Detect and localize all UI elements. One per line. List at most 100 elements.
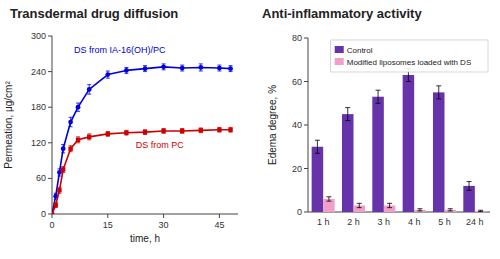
x-axis-line <box>308 212 490 213</box>
error-stem <box>317 140 318 153</box>
error-cap <box>376 90 381 91</box>
x-tick-label: 5 h <box>438 217 451 227</box>
line <box>52 130 231 214</box>
y-tick-label: 80 <box>292 33 302 43</box>
error-bar <box>417 209 422 211</box>
error-cap <box>376 103 381 104</box>
bar <box>312 147 324 212</box>
error-bar <box>199 128 203 133</box>
bar <box>403 75 415 212</box>
marker <box>61 167 65 171</box>
error-cap <box>87 94 91 95</box>
error-cap <box>217 71 221 72</box>
error-stem <box>347 108 348 121</box>
error-cap <box>448 210 453 211</box>
error-cap <box>143 65 147 66</box>
y-axis-label: Permeation, μg/cm² <box>3 81 14 169</box>
line-chart: Transdermal drug diffusion01530450601201… <box>3 6 238 244</box>
error-bar <box>76 103 80 111</box>
marker <box>52 212 54 214</box>
error-cap <box>69 151 73 152</box>
bar <box>323 199 335 212</box>
error-cap <box>199 71 203 72</box>
marker <box>180 129 184 133</box>
x-tick-label: 4 h <box>408 217 421 227</box>
error-cap <box>162 69 166 70</box>
error-cap <box>315 140 320 141</box>
bar <box>342 114 354 212</box>
error-cap <box>76 136 80 137</box>
error-cap <box>124 67 128 68</box>
x-tick <box>219 214 220 218</box>
marker <box>87 135 91 139</box>
x-tick-label: 24 h <box>466 217 484 227</box>
y-tick <box>304 38 308 39</box>
error-cap <box>61 144 65 145</box>
error-cap <box>69 145 73 146</box>
error-bar <box>376 90 381 103</box>
y-axis-line <box>52 36 53 214</box>
x-axis-line <box>52 214 238 215</box>
error-cap <box>345 107 350 108</box>
bar <box>475 211 487 212</box>
error-cap <box>436 98 441 99</box>
error-cap <box>326 201 331 202</box>
legend: ControlModified liposomes loaded with DS <box>331 40 488 72</box>
error-cap <box>180 71 184 72</box>
title: Transdermal drug diffusion <box>10 6 178 21</box>
error-cap <box>57 193 61 194</box>
error-cap <box>180 65 184 66</box>
x-tick-label: 30 <box>159 220 169 230</box>
error-bar <box>76 137 80 143</box>
error-stem <box>359 203 360 207</box>
error-bar <box>106 71 110 78</box>
error-bar <box>357 203 362 207</box>
error-bar <box>143 130 147 135</box>
error-cap <box>76 103 80 104</box>
error-cap <box>357 207 362 208</box>
y-tick-label: 60 <box>36 173 46 183</box>
plot-area <box>52 64 233 214</box>
error-cap <box>124 73 128 74</box>
error-cap <box>57 187 61 188</box>
error-bar <box>229 66 233 72</box>
bar <box>372 97 384 212</box>
error-cap <box>345 120 350 121</box>
error-bar <box>478 210 483 211</box>
error-cap <box>478 211 483 212</box>
error-cap <box>199 63 203 64</box>
error-bar <box>61 145 65 153</box>
error-cap <box>467 190 472 191</box>
x-tick <box>52 214 53 218</box>
y-tick <box>304 125 308 126</box>
plot-area <box>312 68 487 212</box>
title: Anti-inflammatory activity <box>262 6 422 21</box>
marker <box>199 128 203 132</box>
legend-swatch <box>335 46 344 53</box>
marker <box>217 66 222 71</box>
error-cap <box>357 203 362 204</box>
error-cap <box>61 172 65 173</box>
y-tick-label: 40 <box>292 120 302 130</box>
error-cap <box>87 133 91 134</box>
error-cap <box>76 111 80 112</box>
error-cap <box>87 84 91 85</box>
y-tick-label: 120 <box>31 138 46 148</box>
error-cap <box>448 208 453 209</box>
error-bar <box>57 169 61 176</box>
marker <box>198 65 203 70</box>
marker <box>76 105 81 110</box>
error-bar <box>69 117 73 126</box>
y-tick-label: 180 <box>31 102 46 112</box>
series-label: DS from PC <box>136 140 185 150</box>
error-bar <box>54 203 58 208</box>
error-bar <box>87 85 91 94</box>
error-cap <box>229 71 233 72</box>
error-cap <box>69 126 73 127</box>
marker <box>105 72 110 77</box>
error-bar <box>217 127 221 132</box>
legend-swatch <box>335 58 344 65</box>
error-bar <box>106 132 110 137</box>
error-cap <box>106 71 110 72</box>
y-tick-label: 300 <box>31 31 46 41</box>
